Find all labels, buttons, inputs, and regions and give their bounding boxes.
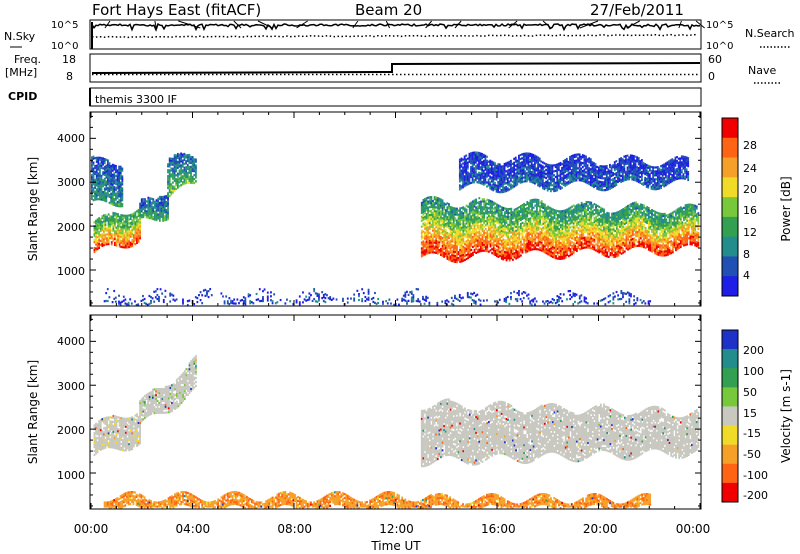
velocity-y-axis-label: Slant Range [km] <box>26 360 40 464</box>
power-scatter <box>91 151 700 307</box>
power-colorbar-tick-20: 20 <box>743 183 757 196</box>
freq-panel <box>89 53 702 83</box>
x-tick-1: 04:00 <box>176 522 211 536</box>
x-axis-label: Time UT <box>370 539 421 553</box>
freq-label: Freq. <box>14 53 41 66</box>
power-y-tick-2000: 2000 <box>57 221 85 234</box>
power-y-tick-3000: 3000 <box>57 176 85 189</box>
nsearch-tick-top: 10^5 <box>706 20 733 31</box>
power-y-tick-1000: 1000 <box>57 265 85 278</box>
station-title: Fort Hays East (fitACF) <box>92 1 261 19</box>
power-colorbar-tick-8: 8 <box>743 248 750 261</box>
x-tick-6: 00:00 <box>676 522 711 536</box>
beam-title: Beam 20 <box>355 1 422 19</box>
power-colorbar-tick-28: 28 <box>743 139 757 152</box>
axis-ticks <box>90 112 701 509</box>
power-colorbar-tick-24: 24 <box>743 162 757 175</box>
freq-trace <box>91 62 701 74</box>
nave-tick-bottom: 0 <box>708 70 715 83</box>
velocity-y-tick-3000: 3000 <box>57 380 85 393</box>
velocity-scatter <box>93 355 700 510</box>
cpid-label: CPID <box>8 90 37 103</box>
x-tick-4: 16:00 <box>481 522 516 536</box>
date-title: 27/Feb/2011 <box>590 1 684 19</box>
x-tick-3: 12:00 <box>379 522 414 536</box>
nsearch-tick-bottom: 10^0 <box>706 41 733 52</box>
freq-tick-bottom: 8 <box>66 70 73 83</box>
power-colorbar-tick-16: 16 <box>743 204 757 217</box>
velocity-colorbar <box>722 330 738 503</box>
x-tick-2: 08:00 <box>277 522 312 536</box>
power-colorbar <box>722 118 738 297</box>
power-colorbar-tick-4: 4 <box>743 269 750 282</box>
x-tick-5: 20:00 <box>583 522 618 536</box>
velocity-colorbar-tick-50: 50 <box>743 386 757 399</box>
velocity-y-tick-2000: 2000 <box>57 424 85 437</box>
velocity-y-tick-1000: 1000 <box>57 469 85 482</box>
cpid-value: themis 3300 IF <box>95 93 177 106</box>
freq-unit-label: [MHz] <box>5 66 37 79</box>
freq-tick-top: 18 <box>62 53 76 66</box>
cpid-panel <box>89 87 702 107</box>
velocity-colorbar-tick-m200: -200 <box>743 489 768 502</box>
power-colorbar-tick-12: 12 <box>743 226 757 239</box>
velocity-colorbar-tick-200: 200 <box>743 344 764 357</box>
nave-tick-top: 60 <box>708 53 722 66</box>
nave-label: Nave <box>748 64 776 77</box>
velocity-y-tick-4000: 4000 <box>57 335 85 348</box>
velocity-colorbar-label: Velocity [m s-1] <box>779 369 793 463</box>
nsky-panel <box>89 19 702 50</box>
velocity-colorbar-tick-m15: -15 <box>743 427 761 440</box>
power-y-tick-4000: 4000 <box>57 132 85 145</box>
nsky-traces <box>91 20 705 49</box>
power-y-axis-label: Slant Range [km] <box>26 157 40 261</box>
x-tick-0: 00:00 <box>74 522 109 536</box>
velocity-panel-frame <box>89 314 702 510</box>
nsearch-label: N.Search <box>745 27 795 40</box>
power-panel-frame <box>89 111 702 307</box>
velocity-colorbar-tick-15: 15 <box>743 407 757 420</box>
velocity-colorbar-tick-m50: -50 <box>743 448 761 461</box>
nsky-label: N.Sky <box>4 30 36 43</box>
velocity-colorbar-tick-m100: -100 <box>743 469 768 482</box>
nsky-tick-bottom: 10^0 <box>51 41 78 52</box>
freq-traces <box>91 62 701 76</box>
nsky-tick-top: 10^5 <box>51 20 78 31</box>
power-colorbar-label: Power [dB] <box>779 176 793 241</box>
velocity-colorbar-tick-100: 100 <box>743 365 764 378</box>
